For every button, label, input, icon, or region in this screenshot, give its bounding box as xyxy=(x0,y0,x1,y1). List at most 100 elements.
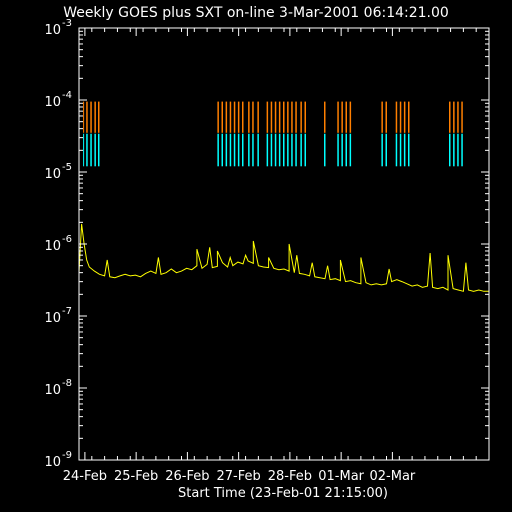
orange-coverage-bar xyxy=(300,101,302,133)
cyan-coverage-bar xyxy=(403,133,406,167)
orange-coverage-bar xyxy=(287,101,289,133)
cyan-coverage-bar xyxy=(229,133,232,167)
y-tick-label: 10 xyxy=(44,167,61,182)
orange-coverage-bar xyxy=(278,101,281,133)
orange-coverage-bar xyxy=(341,101,343,133)
cyan-coverage-bar xyxy=(217,133,219,167)
orange-coverage-bar xyxy=(385,101,387,133)
cyan-coverage-bar xyxy=(461,133,463,167)
cyan-coverage-bar xyxy=(295,133,297,167)
cyan-coverage-bar xyxy=(283,133,285,167)
y-tick-exponent: -5 xyxy=(62,162,72,173)
orange-coverage-bar xyxy=(86,101,88,133)
cyan-coverage-bar xyxy=(399,133,402,167)
orange-coverage-bar xyxy=(217,101,219,133)
cyan-coverage-bar xyxy=(221,133,223,167)
cyan-coverage-bar xyxy=(381,133,383,167)
cyan-coverage-bar xyxy=(90,133,92,167)
x-tick-label: 02-Mar xyxy=(370,469,416,484)
orange-coverage-bar xyxy=(345,101,347,133)
orange-coverage-bar xyxy=(266,101,269,133)
cyan-coverage-bar xyxy=(408,133,410,167)
orange-coverage-bar xyxy=(221,101,223,133)
cyan-coverage-bar xyxy=(86,133,88,167)
cyan-coverage-bar xyxy=(345,133,347,167)
cyan-coverage-bar xyxy=(337,133,339,167)
orange-coverage-bar xyxy=(408,101,410,133)
orange-coverage-bar xyxy=(403,101,406,133)
cyan-coverage-bar xyxy=(324,133,326,167)
orange-coverage-bar xyxy=(283,101,285,133)
orange-coverage-bar xyxy=(242,101,244,133)
cyan-coverage-bar xyxy=(291,133,293,167)
cyan-coverage-bar xyxy=(237,133,240,167)
cyan-coverage-bar xyxy=(270,133,273,167)
y-tick-label: 10 xyxy=(44,95,61,110)
y-tick-exponent: -3 xyxy=(62,18,72,29)
x-tick-label: 24-Feb xyxy=(63,469,107,484)
cyan-coverage-bar xyxy=(278,133,281,167)
orange-coverage-bar xyxy=(453,101,455,133)
orange-coverage-bar xyxy=(449,101,451,133)
cyan-coverage-bar xyxy=(457,133,459,167)
orange-coverage-bar xyxy=(237,101,240,133)
orange-coverage-bar xyxy=(90,101,92,133)
orange-coverage-bar xyxy=(274,101,277,133)
y-tick-label: 10 xyxy=(44,383,61,398)
orange-coverage-bar xyxy=(252,101,254,133)
y-tick-exponent: -6 xyxy=(62,234,72,245)
cyan-coverage-bar xyxy=(252,133,254,167)
orange-coverage-bar xyxy=(337,101,339,133)
y-tick-label: 10 xyxy=(44,239,61,254)
orange-coverage-bar xyxy=(225,101,228,133)
orange-coverage-bar xyxy=(349,101,352,133)
orange-coverage-bar xyxy=(291,101,293,133)
orange-coverage-bar xyxy=(94,101,96,133)
goes-flux-line xyxy=(78,223,489,292)
cyan-coverage-bar xyxy=(233,133,236,167)
cyan-coverage-bar xyxy=(257,133,259,167)
y-tick-label: 10 xyxy=(44,311,61,326)
orange-coverage-bar xyxy=(399,101,402,133)
orange-coverage-bar xyxy=(381,101,383,133)
cyan-coverage-bar xyxy=(83,133,85,167)
y-tick-exponent: -9 xyxy=(62,450,72,461)
chart-title: Weekly GOES plus SXT on-line 3-Mar-2001 … xyxy=(63,5,449,21)
orange-coverage-bar xyxy=(248,101,250,133)
orange-coverage-bar xyxy=(324,101,326,133)
y-tick-exponent: -4 xyxy=(62,90,72,101)
orange-coverage-bar xyxy=(229,101,232,133)
x-axis-label: Start Time (23-Feb-01 21:15:00) xyxy=(178,486,388,501)
x-axis: 24-Feb 25-Feb 26-Feb 27-Feb 28-Feb 01-Mar 02-M… xyxy=(63,28,490,484)
y-tick-exponent: -8 xyxy=(62,378,72,389)
orange-coverage-bar xyxy=(395,101,398,133)
orange-coverage-bar xyxy=(461,101,463,133)
orange-coverage-bar xyxy=(98,101,100,133)
orange-coverage-bar xyxy=(270,101,273,133)
y-tick-label: 10 xyxy=(44,23,61,38)
x-tick-label: 25-Feb xyxy=(114,469,158,484)
cyan-coverage-bar xyxy=(349,133,352,167)
cyan-coverage-bar xyxy=(341,133,343,167)
x-tick-label: 27-Feb xyxy=(217,469,261,484)
cyan-coverage-bar xyxy=(266,133,269,167)
orange-coverage-bar xyxy=(257,101,259,133)
cyan-coverage-bar xyxy=(242,133,244,167)
orange-coverage-bar xyxy=(304,101,306,133)
cyan-coverage-bar xyxy=(248,133,250,167)
cyan-coverage-bar xyxy=(287,133,289,167)
orange-coverage-bar xyxy=(295,101,297,133)
cyan-coverage-bar xyxy=(395,133,398,167)
orange-coverage-bar xyxy=(457,101,459,133)
y-tick-exponent: -7 xyxy=(62,306,72,317)
y-tick-label: 10 xyxy=(44,455,61,470)
x-tick-label: 26-Feb xyxy=(165,469,209,484)
x-tick-label: 28-Feb xyxy=(268,469,312,484)
cyan-coverage-bar xyxy=(453,133,455,167)
plot-frame xyxy=(78,27,490,461)
sxt-coverage-bands xyxy=(83,101,463,167)
x-tick-label: 01-Mar xyxy=(318,469,364,484)
cyan-coverage-bar xyxy=(225,133,228,167)
